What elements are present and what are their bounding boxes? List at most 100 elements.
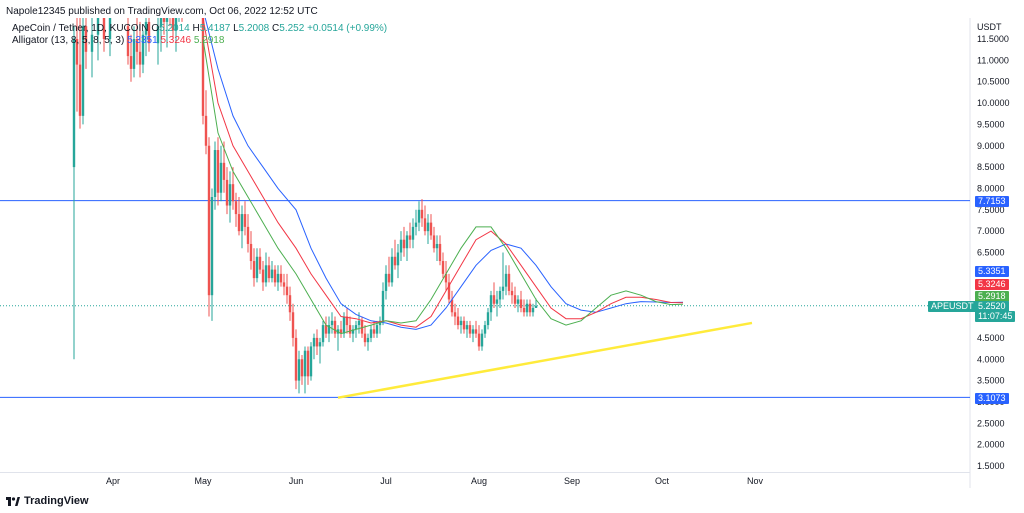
candle-body — [522, 308, 526, 313]
jaw-value: 5.3351 — [127, 35, 158, 46]
candle-body — [285, 286, 289, 296]
candle-body — [315, 337, 319, 347]
candle-body — [141, 34, 145, 65]
horizontal-lines — [0, 200, 970, 398]
candle-body — [438, 243, 442, 262]
candle-body — [210, 196, 214, 296]
candle-body — [294, 337, 298, 381]
y-tick-label: 9.0000 — [977, 141, 1005, 151]
candle-body — [345, 316, 349, 326]
high-value: 5.4187 — [199, 23, 231, 34]
candle-body — [174, 18, 178, 31]
candle-body — [309, 346, 313, 377]
candle-body — [102, 18, 106, 39]
countdown-tag: 11:07:45 — [975, 311, 1016, 322]
indicator-name: Alligator (13, 8, 5, 8, 5, 3) — [12, 35, 125, 46]
candle-body — [264, 265, 268, 283]
candle-body — [456, 316, 460, 326]
candle-body — [291, 312, 295, 338]
candle-body — [165, 18, 169, 22]
candle-body — [318, 342, 322, 347]
candle-body — [261, 269, 265, 283]
candle-body — [108, 18, 112, 39]
candle-body — [327, 325, 331, 334]
candle-body — [417, 209, 421, 223]
low-label: L — [233, 23, 239, 34]
candle-body — [375, 325, 379, 334]
candle-body — [444, 273, 448, 283]
y-tick-label: 10.0000 — [977, 98, 1010, 108]
candle-body — [159, 18, 163, 27]
candle-body — [231, 184, 235, 202]
teeth-value: 5.3246 — [160, 35, 192, 46]
candle-body — [480, 333, 484, 347]
y-tick-label: 8.5000 — [977, 162, 1005, 172]
candle-body — [240, 214, 244, 232]
candle-body — [81, 26, 85, 116]
candle-body — [468, 325, 472, 334]
x-axis: Apr May Jun Jul Aug Sep Oct Nov — [106, 476, 764, 486]
candle-body — [90, 34, 94, 52]
candle-body — [408, 235, 412, 240]
candle-body — [498, 290, 502, 300]
open-label: O — [151, 23, 160, 34]
y-tick-label: 4.5000 — [977, 333, 1005, 343]
chart-grid — [0, 18, 971, 488]
candle-body — [348, 325, 352, 334]
candle-body — [276, 273, 280, 283]
tradingview-brand: TradingView — [24, 495, 89, 507]
candle-body — [219, 162, 223, 193]
y-tick-label: 2.0000 — [977, 440, 1005, 450]
candle-body — [156, 26, 160, 44]
symbol-name: ApeCoin / Tether, 1D, KUCOIN — [12, 23, 149, 34]
candle-body — [258, 256, 262, 270]
y-tick-label: 3.5000 — [977, 376, 1005, 386]
candle-body — [351, 329, 355, 334]
candle-body — [297, 359, 301, 381]
tradingview-logo[interactable]: TradingView — [6, 495, 89, 507]
candle-body — [72, 39, 76, 168]
candle-body — [207, 145, 211, 296]
candle-body — [423, 218, 427, 232]
candle-body — [267, 265, 271, 279]
candle-body — [504, 273, 508, 287]
candle-body — [78, 64, 82, 116]
candle-body — [243, 214, 247, 227]
close-value: 5.252 — [279, 23, 305, 34]
candle-body — [270, 269, 274, 279]
candle-body — [381, 290, 385, 321]
candle-body — [252, 261, 256, 279]
y-tick-label: 6.5000 — [977, 248, 1005, 258]
candle-body — [132, 39, 136, 69]
candle-body — [492, 295, 496, 304]
candle-body — [300, 359, 304, 377]
jaw-price-tag: 5.3351 — [975, 266, 1009, 277]
y-tick-label: 9.5000 — [977, 119, 1005, 129]
candle-body — [213, 150, 217, 197]
indicator-info[interactable]: Alligator (13, 8, 5, 8, 5, 3) 5.3351 5.3… — [12, 35, 224, 46]
candle-body — [282, 282, 286, 287]
candle-body — [234, 201, 238, 215]
close-label: C — [272, 23, 280, 34]
lips-price-tag: 5.2918 — [975, 291, 1009, 302]
candle-body — [204, 115, 208, 146]
candle-body — [432, 235, 436, 249]
last-price-tag: 5.2520 — [975, 301, 1009, 312]
low-value: 5.2008 — [238, 23, 270, 34]
alligator-lines — [202, 18, 684, 335]
publish-header: Napole12345 published on TradingView.com… — [6, 6, 318, 17]
candle-body — [138, 51, 142, 65]
candle-body — [342, 316, 346, 334]
x-tick-label: Sep — [564, 476, 580, 486]
candle-body — [96, 18, 100, 35]
lower-line-price-tag: 3.1073 — [975, 393, 1009, 404]
candle-body — [390, 256, 394, 283]
candle-body — [201, 18, 205, 116]
teeth-price-tag: 5.3246 — [975, 279, 1009, 290]
candle-body — [402, 239, 406, 249]
candle-body — [279, 273, 283, 283]
tradingview-logo-icon — [6, 496, 20, 506]
candle-body — [339, 329, 343, 334]
y-tick-label: 11.0000 — [977, 55, 1009, 65]
